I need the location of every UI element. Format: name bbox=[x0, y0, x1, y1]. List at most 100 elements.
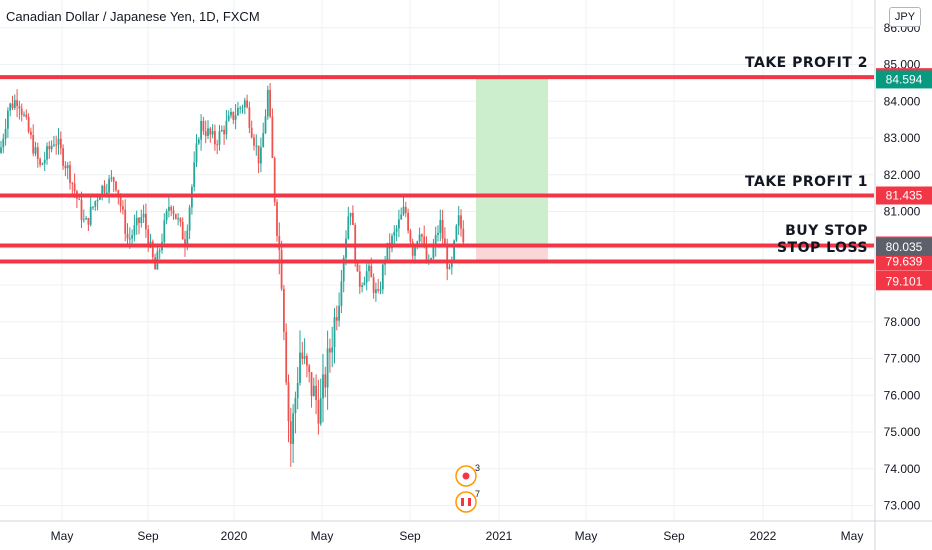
candle-body bbox=[411, 241, 414, 256]
candle-body bbox=[358, 271, 361, 287]
candle-body bbox=[414, 247, 416, 256]
candle-body bbox=[379, 289, 382, 291]
candle-body bbox=[342, 257, 345, 282]
price-tag-1-bg bbox=[876, 237, 932, 256]
candle-body bbox=[395, 228, 398, 232]
candle-body bbox=[59, 138, 62, 149]
candle-body bbox=[85, 218, 87, 220]
candle-body bbox=[209, 128, 212, 135]
candle-body bbox=[227, 115, 230, 121]
candle-body bbox=[96, 199, 99, 202]
candle-body bbox=[377, 289, 380, 291]
y-tick-label: 75.000 bbox=[884, 425, 921, 439]
candle-body bbox=[18, 106, 21, 109]
candle-body bbox=[409, 230, 412, 242]
candle-body bbox=[326, 348, 329, 388]
flag-center-icon bbox=[464, 498, 468, 506]
candle-body bbox=[225, 120, 228, 135]
candle-body bbox=[108, 178, 110, 193]
candle-body bbox=[365, 271, 368, 283]
candle-body bbox=[82, 219, 85, 221]
candle-body bbox=[64, 165, 67, 169]
candle-body bbox=[124, 209, 127, 234]
y-tick-label: 73.000 bbox=[884, 499, 921, 513]
x-tick-label: May bbox=[51, 529, 74, 543]
candle-body bbox=[128, 238, 131, 240]
candle-body bbox=[285, 331, 288, 383]
candle-body bbox=[78, 198, 81, 200]
candle-body bbox=[142, 213, 145, 218]
candle-body bbox=[48, 146, 51, 150]
candle-body bbox=[333, 317, 336, 348]
candle-body bbox=[407, 212, 409, 231]
candle-body bbox=[197, 139, 200, 144]
candle-body bbox=[457, 215, 460, 226]
candle-body bbox=[92, 206, 94, 208]
candle-body bbox=[147, 229, 150, 247]
candle-body bbox=[46, 146, 48, 160]
candle-body bbox=[453, 240, 455, 260]
candle-body bbox=[138, 217, 140, 224]
candle-body bbox=[322, 374, 324, 399]
candle-body bbox=[404, 206, 407, 213]
candle-body bbox=[39, 158, 41, 165]
take-profit-1-label: TAKE PROFIT 1 bbox=[745, 173, 868, 190]
candle-body bbox=[381, 264, 384, 290]
event-dot-icon bbox=[462, 472, 470, 480]
candle-body bbox=[253, 137, 255, 146]
take-profit-1-price-tag-bg bbox=[876, 186, 932, 205]
candle-body bbox=[214, 131, 216, 145]
candle-body bbox=[319, 398, 322, 424]
candle-body bbox=[317, 400, 320, 424]
candle-body bbox=[119, 197, 122, 207]
candle-body bbox=[430, 258, 432, 261]
candle-body bbox=[340, 281, 343, 306]
candle-body bbox=[151, 241, 154, 258]
candle-body bbox=[375, 289, 377, 293]
candle-body bbox=[2, 138, 5, 148]
candle-body bbox=[315, 385, 317, 401]
candle-body bbox=[158, 250, 161, 252]
candle-body bbox=[193, 162, 196, 187]
candle-body bbox=[103, 185, 106, 193]
y-tick-label: 76.000 bbox=[884, 388, 921, 402]
x-tick-label: Sep bbox=[663, 529, 685, 543]
event-count-label: 3 bbox=[475, 463, 480, 473]
stop-loss-price-tag-bg bbox=[876, 252, 932, 271]
candle-body bbox=[434, 234, 437, 247]
candle-body bbox=[368, 265, 370, 272]
candle-body bbox=[250, 127, 253, 138]
candle-body bbox=[188, 207, 191, 231]
candle-body bbox=[308, 365, 311, 373]
candle-body bbox=[432, 246, 435, 259]
candle-body bbox=[423, 236, 426, 244]
currency-badge[interactable]: JPY bbox=[889, 7, 921, 27]
candle-body bbox=[135, 217, 138, 226]
candle-body bbox=[20, 108, 23, 115]
candle-body bbox=[179, 218, 182, 222]
candle-body bbox=[43, 159, 46, 164]
candle-body bbox=[32, 135, 35, 154]
candle-body bbox=[345, 238, 347, 258]
candle-body bbox=[257, 145, 260, 164]
y-tick-label: 82.000 bbox=[884, 168, 921, 182]
candle-body bbox=[16, 100, 18, 107]
candle-body bbox=[280, 249, 283, 289]
candle-body bbox=[292, 413, 294, 444]
x-tick-label: Sep bbox=[137, 529, 159, 543]
candle-body bbox=[207, 128, 209, 136]
candle-body bbox=[223, 129, 225, 135]
candle-body bbox=[87, 218, 90, 225]
candle-body bbox=[181, 221, 184, 240]
candle-body bbox=[393, 231, 396, 236]
candle-body bbox=[264, 116, 267, 134]
candle-body bbox=[234, 115, 237, 120]
candle-body bbox=[338, 305, 340, 321]
candle-body bbox=[239, 107, 242, 109]
candle-body bbox=[73, 183, 76, 192]
candle-body bbox=[13, 100, 16, 109]
candle-body bbox=[53, 144, 55, 146]
candle-body bbox=[418, 234, 421, 242]
